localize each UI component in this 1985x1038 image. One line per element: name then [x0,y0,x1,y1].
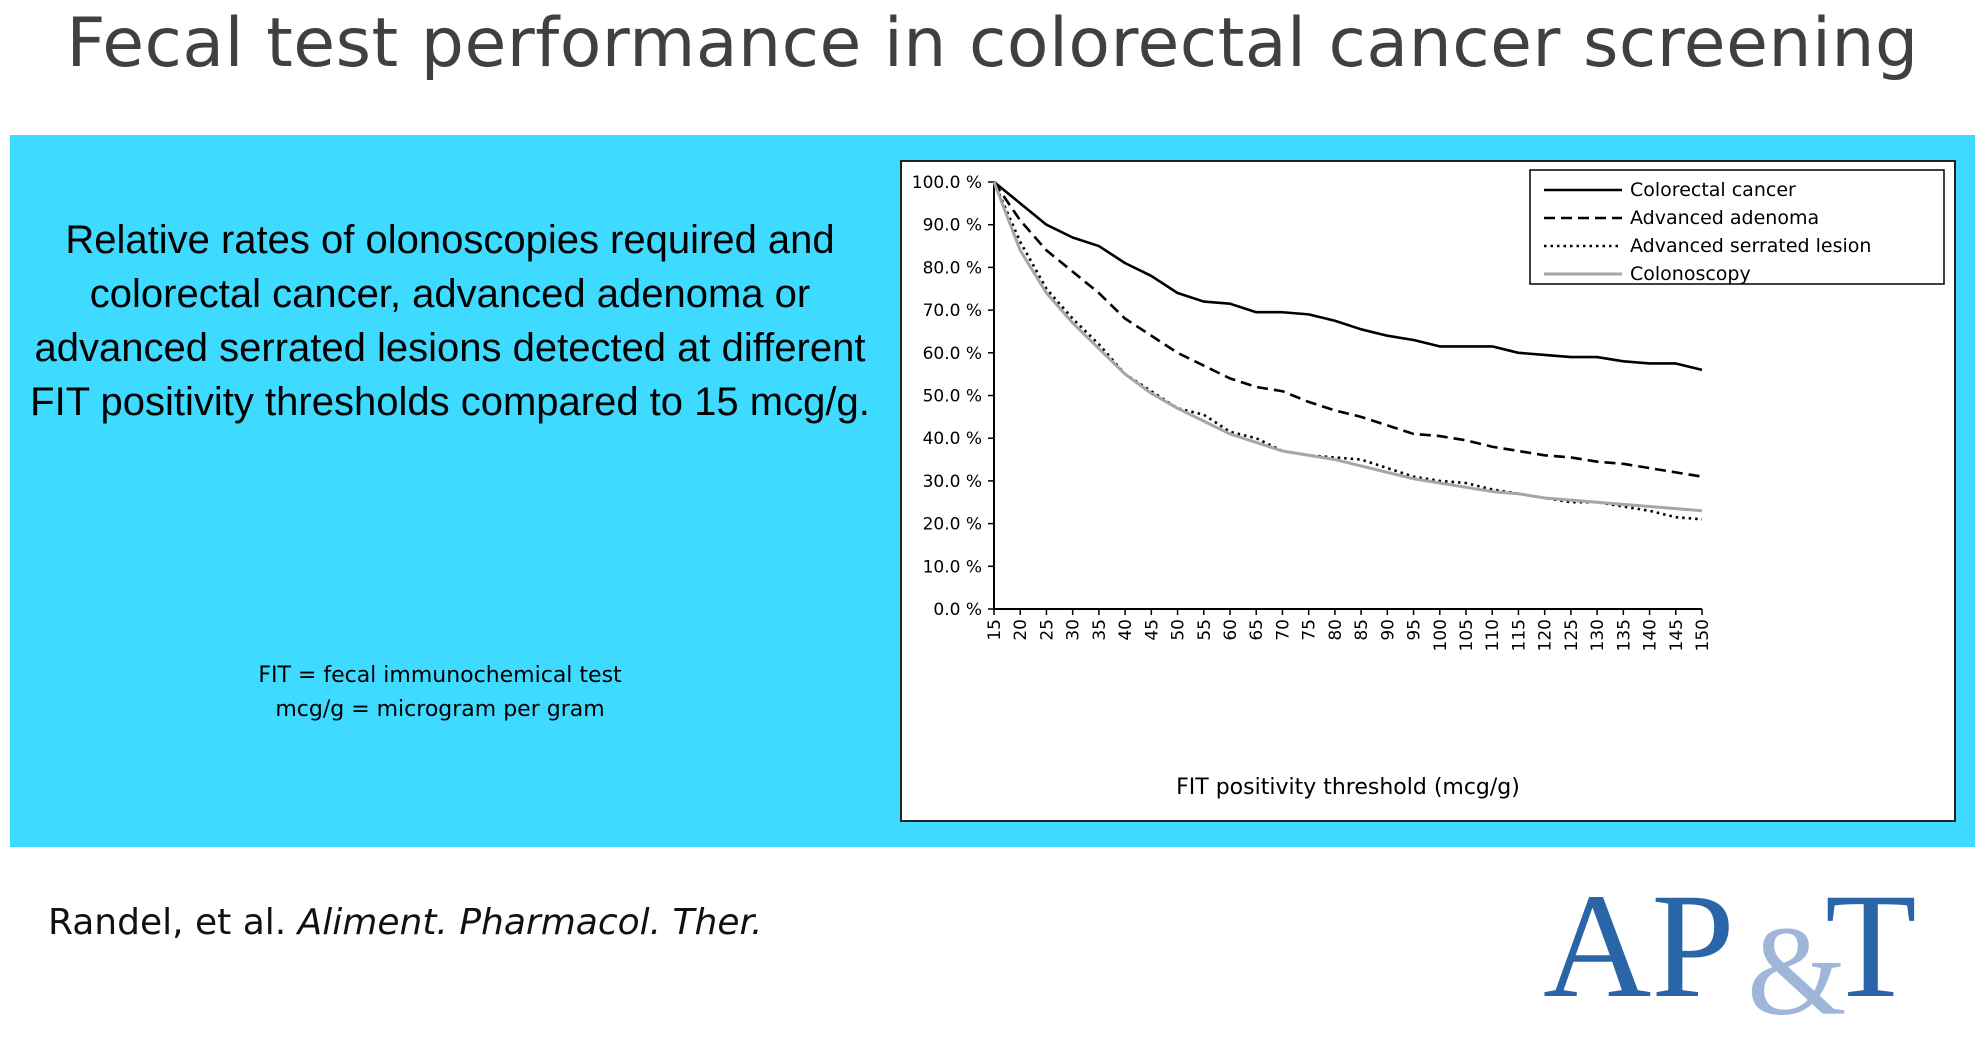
series-line-advanced-adenoma [992,181,1703,478]
x-tick-label: 50 [1169,619,1189,641]
x-tick-label: 30 [1064,619,1084,641]
footnote-mcg: mcg/g = microgram per gram [275,697,605,722]
x-tick-label: 15 [985,619,1005,641]
x-tick-label: 140 [1641,619,1661,651]
x-tick-label: 135 [1614,619,1634,651]
x-tick-label: 100 [1431,619,1451,651]
x-tick-label: 60 [1221,619,1241,641]
x-tick-label: 70 [1273,619,1293,641]
x-tick-label: 110 [1483,619,1503,651]
x-tick-label: 95 [1405,619,1425,641]
citation-authors: Randel, et al. [48,902,298,943]
y-tick-label: 50.0 % [923,387,982,407]
x-tick-label: 90 [1378,619,1398,641]
y-tick-label: 70.0 % [923,301,982,321]
svg-text:T: T [1825,868,1917,1028]
x-tick-label: 20 [1011,619,1031,641]
y-tick-label: 0.0 % [933,600,982,620]
y-tick-label: 90.0 % [923,216,982,236]
y-tick-label: 100.0 % [912,173,982,193]
y-tick-label: 40.0 % [923,429,982,449]
y-tick-label: 10.0 % [923,557,982,577]
footnote-fit: FIT = fecal immunochemical test [258,663,622,688]
x-tick-label: 55 [1195,619,1215,641]
legend-label: Advanced adenoma [1630,207,1819,229]
x-tick-label: 35 [1090,619,1110,641]
svg-text:&: & [1747,900,1847,1028]
x-tick-label: 150 [1693,619,1713,651]
legend-label: Colonoscopy [1630,263,1751,285]
x-tick-label: 45 [1142,619,1162,641]
legend-label: Advanced serrated lesion [1630,235,1871,257]
x-tick-label: 80 [1326,619,1346,641]
x-tick-label: 65 [1247,619,1267,641]
chart-frame: 0.0 % 10.0 % 20.0 % 30.0 % 40.0 % 50.0 % 60.0 … [900,160,1956,822]
citation: Randel, et al. Aliment. Pharmacol. Ther. [48,902,762,943]
line-chart: 0.0 % 10.0 % 20.0 % 30.0 % 40.0 % 50.0 % 60.0 … [912,169,1945,800]
x-tick-label: 105 [1457,619,1477,651]
series-line-colonoscopy [992,181,1703,513]
headline-text: Relative rates of olonoscopies required … [30,218,870,424]
apt-logo: AP & T [1543,868,1917,1028]
series-line-advanced-serrated-lesion [992,181,1703,521]
x-tick-label: 125 [1562,619,1582,651]
x-tick-label: 120 [1536,619,1556,651]
x-tick-label: 115 [1509,619,1529,651]
series-line-colorectal-cancer [993,180,1703,372]
y-tick-label: 20.0 % [923,515,982,535]
x-tick-label: 145 [1667,619,1687,651]
y-tick-label: 80.0 % [923,258,982,278]
x-tick-label: 40 [1116,619,1136,641]
slide-title: Fecal test performance in colorectal can… [66,4,1919,83]
x-tick-label: 130 [1588,619,1608,651]
x-axis-title: FIT positivity threshold (mcg/g) [1176,775,1520,800]
y-tick-label: 30.0 % [923,472,982,492]
x-tick-label: 75 [1300,619,1320,641]
citation-journal: Aliment. Pharmacol. Ther. [297,902,763,943]
legend-label: Colorectal cancer [1630,179,1796,201]
content-panel: Relative rates of olonoscopies required … [10,135,1975,847]
svg-text:AP: AP [1543,868,1735,1028]
x-tick-label: 85 [1352,619,1372,641]
x-tick-label: 25 [1037,619,1057,641]
y-tick-label: 60.0 % [923,344,982,364]
